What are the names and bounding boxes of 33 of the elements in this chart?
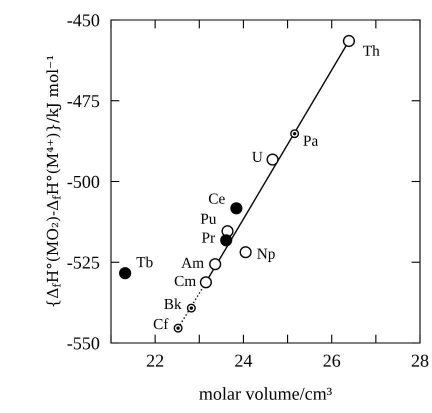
point bbox=[342, 34, 356, 48]
point bbox=[220, 234, 232, 246]
annotation: Pu bbox=[200, 214, 216, 224]
point bbox=[230, 202, 242, 214]
y-tick-label: -475 bbox=[67, 95, 100, 108]
point bbox=[266, 153, 279, 166]
y-axis-title: {Δ$_{f}$H°(MO₂)-Δ$_{f}$H°(M⁴⁺)}/kJ mol⁻¹ bbox=[46, 56, 62, 306]
annotation: Th bbox=[363, 45, 380, 56]
annotation: U bbox=[252, 152, 263, 162]
annotation: Tb bbox=[136, 256, 153, 268]
x-tick-label: 28 bbox=[412, 354, 428, 367]
annotation: Cm bbox=[174, 276, 196, 286]
x-tick-label: 24 bbox=[235, 354, 252, 367]
annotation: Ce bbox=[208, 194, 225, 204]
x-axis-title: molar volume/cm³ bbox=[199, 387, 332, 400]
x-tick-label: 26 bbox=[323, 354, 340, 367]
annotation: Cf bbox=[154, 318, 168, 330]
point bbox=[186, 304, 196, 313]
annotation: Pr bbox=[202, 232, 215, 243]
x-tick-label: 22 bbox=[146, 354, 164, 367]
annotation: Am bbox=[181, 258, 204, 268]
y-tick-label: -500 bbox=[67, 176, 100, 188]
y-tick-label: -525 bbox=[67, 256, 100, 269]
point bbox=[240, 246, 252, 258]
y-tick-label: -450 bbox=[67, 14, 100, 26]
y-tick-label: -550 bbox=[67, 337, 100, 350]
point bbox=[209, 258, 222, 270]
point bbox=[200, 276, 212, 288]
annotation: Pa bbox=[303, 136, 318, 146]
point bbox=[119, 267, 132, 280]
point bbox=[290, 129, 300, 138]
annotation: Bk bbox=[164, 298, 182, 310]
annotation: Np bbox=[257, 248, 275, 262]
